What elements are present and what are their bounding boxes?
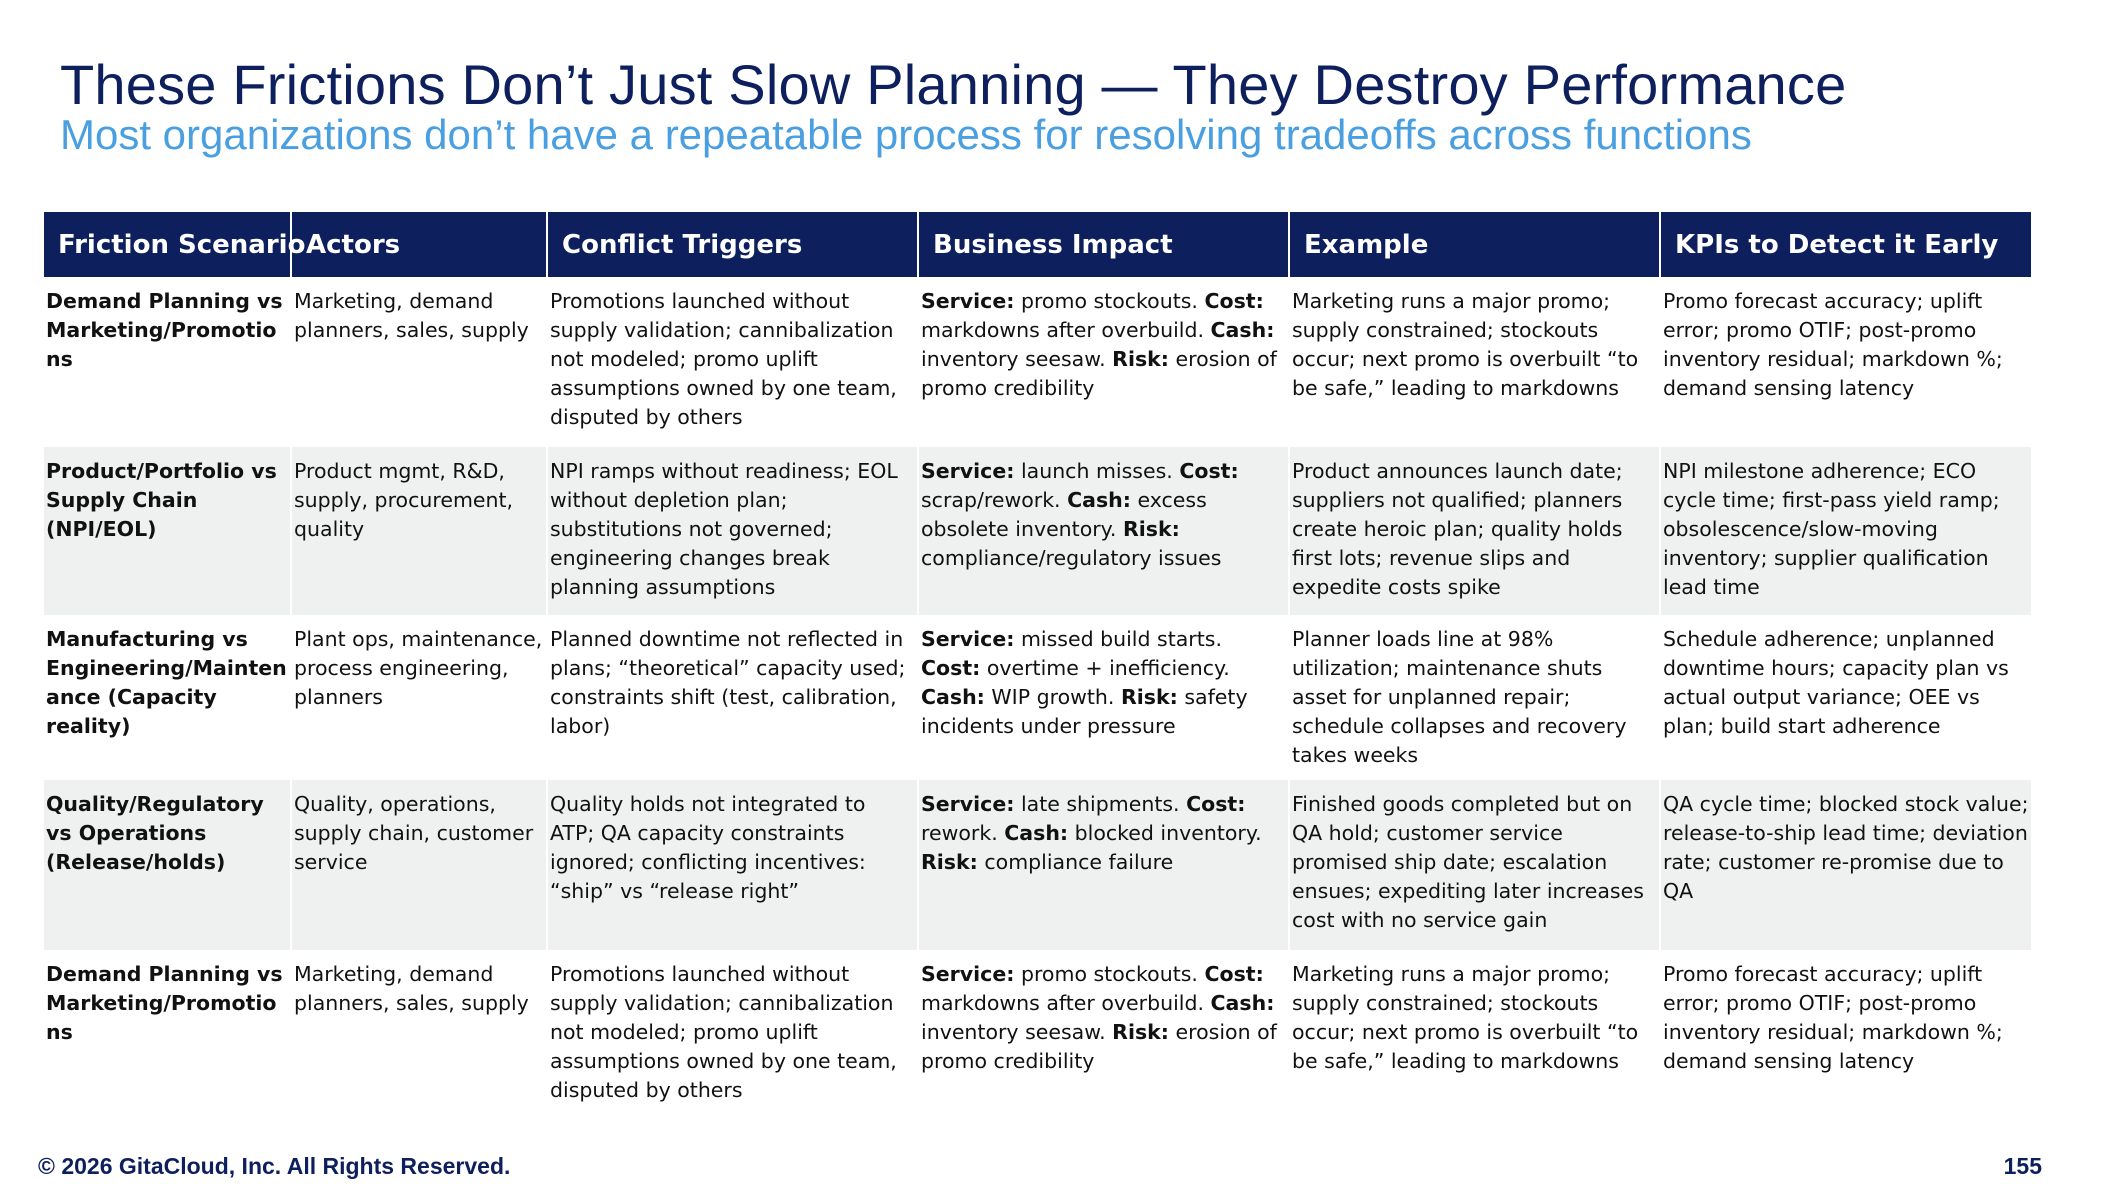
triggers-cell: NPI ramps without readiness; EOL without… [547, 447, 919, 615]
example-cell: Marketing runs a major promo; supply con… [1289, 277, 1661, 447]
impact-service-label: Service: [921, 459, 1015, 483]
impact-cash-text: inventory seesaw. [921, 1020, 1113, 1044]
impact-service-text: launch misses. [1014, 459, 1180, 483]
triggers-cell: Promotions launched without supply valid… [547, 277, 919, 447]
example-cell: Marketing runs a major promo; supply con… [1289, 950, 1661, 1120]
table-row: Manufacturing vs Engineering/Maintenance… [44, 615, 2031, 780]
header-conflict-triggers: Conflict Triggers [547, 212, 919, 277]
impact-cash-label: Cash: [1210, 318, 1275, 342]
kpis-cell: Schedule adherence; unplanned downtime h… [1663, 627, 2009, 738]
impact-service-text: late shipments. [1014, 792, 1187, 816]
impact-cost-text: rework. [921, 821, 1005, 845]
table-row: Product/Portfolio vs Supply Chain (NPI/E… [44, 447, 2031, 615]
header-friction-scenario: Friction Scenario [44, 212, 305, 277]
example-cell: Planner loads line at 98% utilization; m… [1289, 615, 1661, 780]
scenario-cell: Manufacturing vs Engineering/Maintenance… [44, 615, 292, 780]
impact-service-text: missed build starts. [1014, 627, 1222, 651]
table-header-row: Friction Scenario Actors Conflict Trigge… [44, 212, 2031, 277]
header-kpis: KPIs to Detect it Early [1660, 212, 2031, 277]
impact-cash-label: Cash: [1004, 821, 1069, 845]
impact-cell: Service: launch misses. Cost: scrap/rewo… [918, 447, 1290, 615]
kpis-cell: Promo forecast accuracy; uplift error; p… [1663, 289, 2003, 400]
impact-cash-label: Cash: [1210, 991, 1275, 1015]
impact-cell: Service: missed build starts. Cost: over… [918, 615, 1290, 780]
header-actors: Actors [291, 212, 548, 277]
impact-cell: Service: promo stockouts. Cost: markdown… [918, 277, 1290, 447]
kpis-cell: Promo forecast accuracy; uplift error; p… [1663, 962, 2003, 1073]
impact-risk-text: safety incidents under pressure [921, 685, 1248, 738]
kpis-cell: QA cycle time; blocked stock value; rele… [1660, 780, 2031, 950]
actors-cell: Marketing, demand planners, sales, suppl… [291, 277, 548, 447]
impact-risk-label: Risk: [921, 850, 978, 874]
scenario-cell: Product/Portfolio vs Supply Chain (NPI/E… [44, 447, 292, 615]
triggers-cell: Promotions launched without supply valid… [547, 950, 919, 1120]
impact-risk-label: Risk: [1120, 685, 1178, 709]
impact-cost-text: scrap/rework. [921, 488, 1068, 512]
table-row: Demand Planning vs Marketing/Promotions … [44, 950, 2031, 1120]
impact-service-text: promo stockouts. [1014, 289, 1205, 313]
impact-risk-text: compliance failure [977, 850, 1174, 874]
page-title: These Frictions Don’t Just Slow Planning… [60, 53, 1847, 116]
impact-cell: Service: late shipments. Cost: rework. C… [918, 780, 1290, 950]
impact-cash-label: Cash: [921, 685, 985, 709]
impact-cost-label: Cost: [921, 656, 981, 680]
impact-service-label: Service: [921, 627, 1015, 651]
impact-cost-text: overtime + inefficiency. [980, 656, 1230, 680]
impact-service-label: Service: [921, 962, 1015, 986]
impact-risk-text: compliance/regulatory issues [921, 546, 1222, 570]
actors-cell: Quality, operations, supply chain, custo… [291, 780, 548, 950]
example-cell: Finished goods completed but on QA hold;… [1289, 780, 1661, 950]
impact-cost-text: markdowns after overbuild. [921, 318, 1211, 342]
scenario-cell: Demand Planning vs Marketing/Promotions [44, 277, 292, 447]
kpis-cell: NPI milestone adherence; ECO cycle time;… [1660, 447, 2031, 615]
impact-cash-label: Cash: [1067, 488, 1131, 512]
page-number: 155 [2003, 1153, 2042, 1179]
impact-cost-label: Cost: [1204, 289, 1264, 313]
actors-cell: Marketing, demand planners, sales, suppl… [291, 950, 548, 1120]
impact-cash-text: inventory seesaw. [921, 347, 1113, 371]
copyright-notice: © 2026 GitaCloud, Inc. All Rights Reserv… [38, 1153, 511, 1179]
actors-cell: Plant ops, maintenance, process engineer… [291, 615, 548, 780]
impact-service-text: promo stockouts. [1014, 962, 1205, 986]
triggers-cell: Quality holds not integrated to ATP; QA … [547, 780, 919, 950]
page-subtitle: Most organizations don’t have a repeatab… [60, 111, 1752, 158]
impact-cost-text: markdowns after overbuild. [921, 991, 1211, 1015]
table-row: Quality/Regulatory vs Operations (Releas… [44, 780, 2031, 950]
scenario-cell: Quality/Regulatory vs Operations (Releas… [44, 780, 292, 950]
impact-cash-text: excess obsolete inventory. [921, 488, 1207, 541]
impact-cost-label: Cost: [1204, 962, 1264, 986]
impact-service-label: Service: [921, 289, 1015, 313]
impact-cash-text: blocked inventory. [1068, 821, 1262, 845]
actors-cell: Product mgmt, R&D, supply, procurement, … [291, 447, 548, 615]
friction-table: Friction Scenario Actors Conflict Trigge… [44, 212, 2031, 1120]
table-row: Demand Planning vs Marketing/Promotions … [44, 277, 2031, 447]
impact-risk-text: erosion of promo credibility [921, 1020, 1277, 1073]
triggers-cell: Planned downtime not reflected in plans;… [547, 615, 919, 780]
impact-risk-label: Risk: [1112, 1020, 1170, 1044]
impact-risk-label: Risk: [1122, 517, 1180, 541]
impact-service-label: Service: [921, 792, 1015, 816]
impact-cell: Service: promo stockouts. Cost: markdown… [918, 950, 1290, 1120]
impact-cost-label: Cost: [1186, 792, 1246, 816]
example-cell: Product announces launch date; suppliers… [1289, 447, 1661, 615]
impact-cost-label: Cost: [1179, 459, 1239, 483]
header-example: Example [1289, 212, 1661, 277]
scenario-cell: Demand Planning vs Marketing/Promotions [44, 950, 292, 1120]
impact-cash-text: WIP growth. [984, 685, 1121, 709]
impact-risk-text: erosion of promo credibility [921, 347, 1277, 400]
impact-risk-label: Risk: [1112, 347, 1170, 371]
header-business-impact: Business Impact [918, 212, 1290, 277]
